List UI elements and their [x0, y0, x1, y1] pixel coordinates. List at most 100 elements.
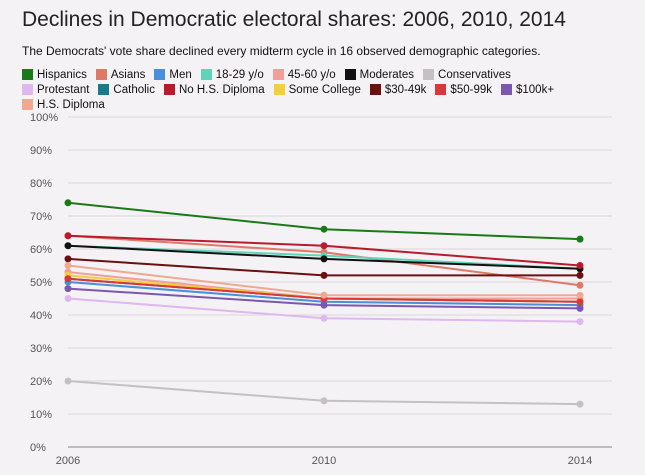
y-tick-label: 40% [30, 310, 52, 322]
data-point [576, 304, 584, 312]
legend-swatch [22, 99, 33, 110]
data-point [320, 301, 328, 309]
legend-item[interactable]: Protestant [22, 84, 89, 96]
chart-title: Declines in Democratic electoral shares:… [22, 8, 566, 31]
legend-label: Some College [288, 83, 361, 96]
legend-row: H.S. Diploma [22, 97, 622, 112]
data-point [64, 275, 72, 283]
series [64, 285, 584, 312]
x-tick-label: 2014 [568, 455, 592, 467]
data-point [576, 235, 584, 243]
legend-label: Men [169, 68, 192, 81]
legend-row: Protestant Catholic No H.S. Diploma Some Co… [22, 82, 622, 97]
legend-item[interactable]: $30-49k [369, 83, 427, 96]
legend-label: Protestant [37, 83, 90, 96]
legend-item[interactable]: No H.S. Diploma [163, 83, 265, 96]
y-tick-label: 50% [30, 277, 52, 289]
chart-subtitle: The Democrats' vote share declined every… [22, 44, 541, 58]
data-point [64, 232, 72, 240]
legend-swatch [200, 69, 212, 80]
legend-row: Hispanics Asians Men 18-29 y/o 45-60 y/o Mode… [22, 67, 622, 82]
legend-label: Catholic [113, 83, 155, 96]
legend-item[interactable]: Conservatives [423, 69, 511, 81]
legend-label: $50-99k [450, 83, 492, 96]
data-point [576, 271, 584, 279]
y-tick-label: 30% [30, 343, 52, 355]
legend-swatch [22, 69, 33, 80]
legend-label: Hispanics [37, 68, 87, 81]
legend-swatch [98, 84, 110, 95]
legend-item[interactable]: Some College [273, 83, 361, 96]
legend-item[interactable]: Men [154, 68, 192, 81]
series [64, 262, 584, 299]
data-point [320, 314, 328, 322]
y-tick-label: 90% [30, 145, 52, 157]
legend: Hispanics Asians Men 18-29 y/o 45-60 y/o Mode… [22, 67, 622, 112]
data-point [576, 400, 584, 408]
legend-swatch [163, 84, 175, 95]
legend-item[interactable]: Moderates [344, 68, 415, 81]
series [64, 255, 584, 279]
series [64, 232, 584, 269]
data-point [320, 255, 328, 263]
data-point [64, 242, 72, 250]
data-point [320, 242, 328, 250]
legend-swatch [22, 84, 33, 95]
legend-label: 18-29 y/o [215, 68, 264, 81]
legend-swatch [435, 84, 447, 95]
data-point [576, 262, 584, 269]
y-tick-label: 60% [30, 244, 52, 256]
legend-label: 45-60 y/o [287, 68, 336, 81]
legend-item[interactable]: Catholic [98, 84, 155, 96]
legend-label: $30-49k [384, 83, 427, 96]
legend-label: $100k+ [515, 83, 555, 96]
x-tick-label: 2006 [56, 455, 80, 467]
y-tick-label: 0% [30, 442, 46, 454]
data-point [64, 199, 72, 207]
legend-label: Moderates [359, 68, 415, 81]
data-point [320, 291, 328, 299]
legend-item[interactable]: $100k+ [500, 83, 555, 96]
data-point [320, 397, 328, 405]
legend-swatch [154, 69, 166, 80]
legend-item[interactable]: Asians [95, 68, 146, 81]
legend-item[interactable]: H.S. Diploma [22, 99, 105, 111]
data-point [64, 285, 72, 293]
legend-label: Asians [110, 68, 146, 81]
data-point [64, 377, 72, 385]
data-point [320, 225, 328, 233]
data-point [576, 298, 584, 306]
legend-swatch [95, 69, 107, 80]
series [64, 199, 584, 243]
y-tick-label: 70% [30, 211, 52, 223]
legend-swatch [369, 84, 381, 95]
legend-label: Conservatives [438, 68, 511, 81]
data-point [576, 318, 584, 326]
series [64, 377, 584, 408]
data-point [320, 271, 328, 279]
legend-item[interactable]: 45-60 y/o [272, 68, 336, 81]
data-point [64, 255, 72, 263]
series [64, 295, 584, 326]
legend-swatch [344, 69, 356, 80]
legend-label: No H.S. Diploma [178, 83, 265, 96]
y-tick-label: 20% [30, 376, 52, 388]
legend-label: H.S. Diploma [37, 98, 105, 111]
series-line [67, 201, 581, 241]
legend-item[interactable]: $50-99k [435, 84, 492, 96]
data-point [576, 281, 584, 289]
data-point [64, 262, 72, 269]
y-tick-label: 10% [30, 409, 52, 421]
legend-item[interactable]: 18-29 y/o [200, 68, 264, 81]
legend-item[interactable]: Hispanics [22, 69, 87, 81]
legend-swatch [500, 84, 512, 95]
y-tick-label: 80% [30, 178, 52, 190]
y-tick-label: 100% [30, 112, 58, 124]
legend-swatch [273, 84, 285, 95]
legend-swatch [272, 69, 284, 80]
legend-swatch [423, 69, 435, 80]
data-point [576, 291, 584, 299]
data-point [64, 295, 72, 302]
x-tick-label: 2010 [312, 455, 336, 467]
